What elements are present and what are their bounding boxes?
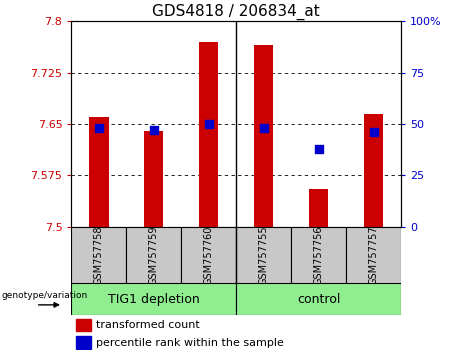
Text: GSM757756: GSM757756 <box>313 225 324 285</box>
Bar <box>364 114 383 227</box>
Bar <box>89 117 108 227</box>
FancyBboxPatch shape <box>126 227 181 283</box>
Text: GSM757759: GSM757759 <box>149 225 159 285</box>
FancyBboxPatch shape <box>71 227 126 283</box>
Point <box>260 125 267 131</box>
Text: TIG1 depletion: TIG1 depletion <box>108 293 200 306</box>
Text: GSM757755: GSM757755 <box>259 225 269 285</box>
Text: genotype/variation: genotype/variation <box>1 291 88 300</box>
Point <box>150 127 158 133</box>
Bar <box>144 131 164 227</box>
FancyBboxPatch shape <box>71 283 236 315</box>
Point <box>370 129 377 135</box>
Bar <box>77 319 91 331</box>
FancyBboxPatch shape <box>236 227 291 283</box>
Text: GSM757760: GSM757760 <box>204 225 214 285</box>
Text: transformed count: transformed count <box>96 320 200 330</box>
FancyBboxPatch shape <box>291 227 346 283</box>
Bar <box>199 42 219 227</box>
Bar <box>77 336 91 349</box>
Text: control: control <box>297 293 340 306</box>
FancyBboxPatch shape <box>236 283 401 315</box>
Text: GSM757758: GSM757758 <box>94 225 104 285</box>
Point <box>205 121 213 127</box>
Point <box>315 146 322 152</box>
Bar <box>254 45 273 227</box>
Text: GSM757757: GSM757757 <box>369 225 378 285</box>
Title: GDS4818 / 206834_at: GDS4818 / 206834_at <box>153 4 320 20</box>
Text: percentile rank within the sample: percentile rank within the sample <box>96 338 284 348</box>
FancyBboxPatch shape <box>346 227 401 283</box>
FancyBboxPatch shape <box>181 227 236 283</box>
Point <box>95 125 103 131</box>
Bar <box>309 189 328 227</box>
